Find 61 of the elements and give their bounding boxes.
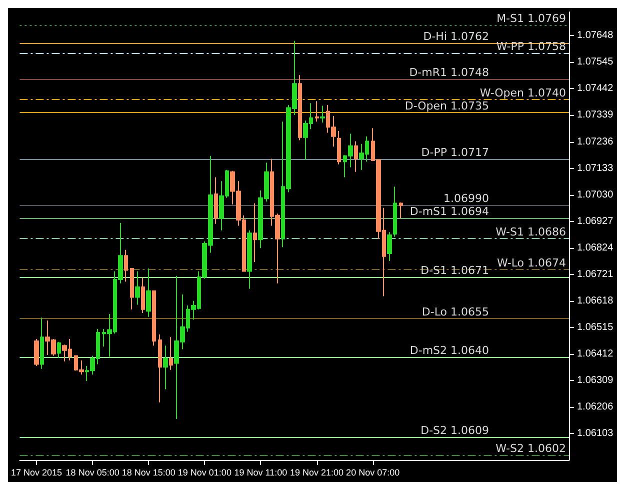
ref-line-label: D-PP 1.0717	[421, 146, 489, 159]
candlestick	[169, 336, 173, 370]
candlestick	[399, 202, 403, 219]
y-tick-label: 1.07442	[577, 83, 614, 94]
ref-line-label: W-S2 1.0602	[496, 442, 566, 455]
y-tick-label: 1.06309	[577, 374, 614, 386]
ref-line-label: 1.06990	[444, 192, 489, 206]
candlestick	[34, 338, 39, 367]
candlestick	[247, 230, 252, 290]
y-tick-label: 1.06412	[577, 348, 614, 360]
y-tick-label: 1.07133	[577, 162, 614, 174]
candlestick	[393, 186, 397, 238]
y-tick-label: 1.06206	[577, 401, 614, 412]
candlestick	[387, 232, 392, 262]
candlestick	[135, 270, 140, 306]
candlestick	[57, 341, 61, 358]
candlestick	[320, 105, 325, 123]
candlestick	[146, 268, 151, 318]
candlestick	[152, 290, 156, 346]
ref-line-label: W-PP 1.0758	[496, 40, 566, 54]
ref-line-label: M-S1 1.0769	[496, 12, 566, 25]
x-tick-label: 19 Nov 01:00	[178, 468, 232, 478]
x-tick-label: 17 Nov 2015	[10, 468, 62, 478]
candlestick	[158, 334, 162, 403]
ref-line-label: D-mS1 1.0694	[410, 204, 489, 218]
y-tick-label: 1.06515	[577, 322, 614, 333]
ref-line-label: D-Hi 1.0762	[423, 30, 489, 43]
y-tick-label: 1.06927	[577, 216, 614, 227]
ref-line-label: W-Open 1.0740	[480, 86, 566, 100]
y-tick-label: 1.06721	[577, 268, 614, 280]
ref-line-label: D-mR1 1.0748	[409, 66, 489, 79]
candlestick	[354, 140, 358, 172]
y-tick-label: 1.06824	[577, 242, 614, 254]
candlestick	[337, 130, 341, 165]
candlestick	[130, 268, 134, 310]
candlestick	[298, 74, 302, 141]
candlestick	[40, 317, 44, 370]
x-tick-label: 19 Nov 11:00	[234, 468, 288, 478]
y-tick-label: 1.07545	[577, 56, 614, 68]
y-tick-label: 1.07030	[577, 189, 614, 200]
y-tick-label: 1.06103	[577, 428, 614, 439]
ref-line-label: D-Open 1.0735	[404, 99, 489, 112]
x-tick-label: 18 Nov 15:00	[122, 468, 176, 478]
y-tick-label: 1.06618	[577, 295, 614, 306]
ref-line-label: D-Lo 1.0655	[422, 305, 489, 318]
y-tick-label: 1.07236	[577, 136, 614, 148]
candlestick	[315, 100, 319, 122]
candlestick	[214, 176, 218, 224]
ref-line-label: W-S1 1.0686	[496, 226, 566, 239]
x-tick-label: 20 Nov 07:00	[346, 468, 400, 478]
candlestick	[163, 345, 168, 390]
x-tick-label: 18 Nov 05:00	[66, 468, 120, 478]
ref-line-label: D-S2 1.0609	[420, 424, 489, 437]
y-tick-label: 1.07648	[577, 30, 614, 42]
ref-line-label: W-Lo 1.0674	[496, 256, 566, 270]
candlestick	[124, 249, 128, 282]
ref-line-label: D-mS2 1.0640	[410, 344, 489, 358]
y-tick-label: 1.07339	[577, 110, 614, 121]
x-tick-label: 19 Nov 21:00	[290, 468, 344, 478]
candlestick	[141, 277, 145, 314]
candlestick	[253, 202, 257, 263]
